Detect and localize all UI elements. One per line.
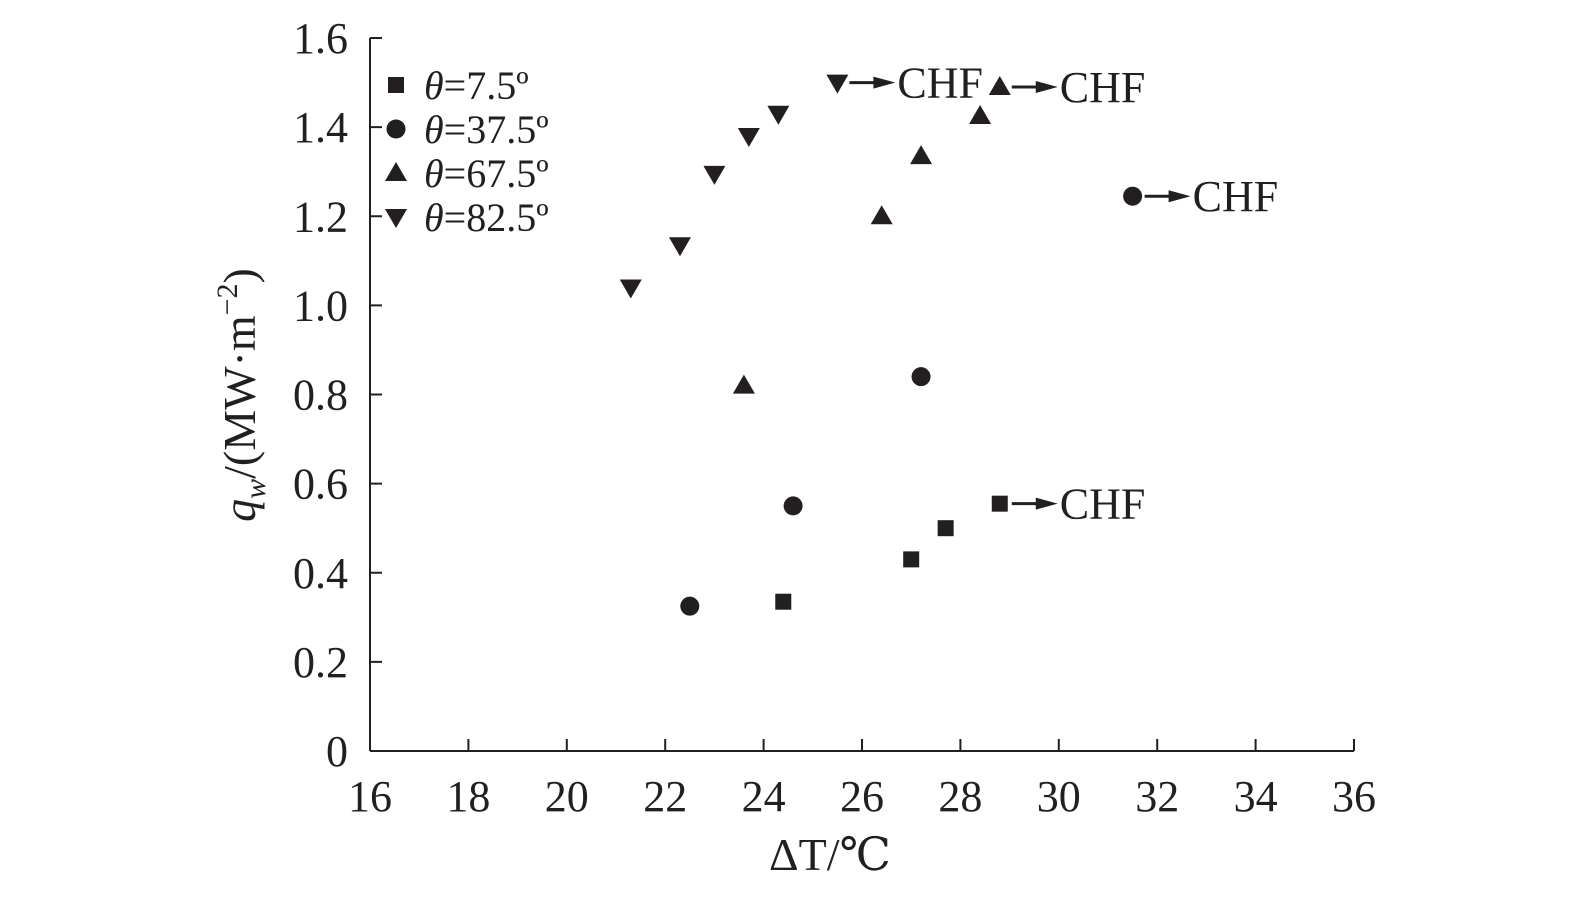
x-tick-label: 30 xyxy=(1037,772,1081,821)
legend-label: θ=7.5º xyxy=(424,63,529,108)
data-point xyxy=(911,367,931,387)
chf-arrow-head xyxy=(873,76,896,89)
chf-arrow-head xyxy=(1035,81,1058,94)
x-axis-ticks: 16 18 20 22 24 26 28 30 32 34 36 xyxy=(348,739,1376,821)
chf-point xyxy=(991,495,1008,512)
chf-arrow-head xyxy=(1035,497,1058,510)
x-axis-label: ΔT/℃ xyxy=(769,829,891,880)
data-point xyxy=(937,520,954,537)
x-tick-label: 20 xyxy=(545,772,589,821)
x-tick-label: 34 xyxy=(1234,772,1278,821)
x-tick-label: 22 xyxy=(643,772,687,821)
data-point xyxy=(775,593,792,610)
chf-label: CHF xyxy=(897,59,983,108)
legend-label: θ=37.5º xyxy=(424,107,549,152)
data-point xyxy=(903,551,920,568)
chf-arrow-head xyxy=(1168,190,1191,203)
y-tick-label: 1.4 xyxy=(293,103,348,152)
legend: θ=7.5ºθ=37.5ºθ=67.5ºθ=82.5º xyxy=(385,63,549,240)
data-point xyxy=(910,145,933,165)
data-point xyxy=(668,237,691,257)
x-tick-label: 36 xyxy=(1332,772,1376,821)
legend-label: θ=67.5º xyxy=(424,151,549,196)
data-point xyxy=(870,205,893,225)
x-tick-label: 16 xyxy=(348,772,392,821)
y-axis-label: qw/(MW·m−2) xyxy=(211,268,272,522)
legend-label: θ=82.5º xyxy=(424,195,549,240)
legend-marker xyxy=(385,209,407,228)
data-point xyxy=(703,165,726,185)
data-point xyxy=(619,279,642,299)
data-point xyxy=(783,496,803,516)
data-point xyxy=(737,128,760,148)
chf-point xyxy=(826,74,849,94)
data-point xyxy=(969,104,992,124)
chf-label: CHF xyxy=(1193,172,1279,221)
x-tick-label: 28 xyxy=(938,772,982,821)
y-tick-label: 0.4 xyxy=(293,549,348,598)
y-tick-label: 0.8 xyxy=(293,371,348,420)
legend-marker xyxy=(386,119,406,139)
y-tick-label: 0 xyxy=(326,727,348,776)
data-points xyxy=(619,104,992,616)
y-tick-label: 1.6 xyxy=(293,14,348,63)
data-point xyxy=(680,596,700,616)
chf-label: CHF xyxy=(1060,63,1146,112)
chf-point xyxy=(988,76,1011,96)
y-tick-label: 0.2 xyxy=(293,638,348,687)
x-tick-label: 18 xyxy=(446,772,490,821)
y-tick-label: 1.0 xyxy=(293,281,348,330)
chf-label: CHF xyxy=(1060,480,1146,529)
y-tick-label: 1.2 xyxy=(293,192,348,241)
data-point xyxy=(732,374,755,394)
chf-point xyxy=(1123,186,1143,206)
x-tick-label: 32 xyxy=(1135,772,1179,821)
y-tick-label: 0.6 xyxy=(293,460,348,509)
y-axis-ticks: 0 0.2 0.4 0.6 0.8 1.0 1.2 1.4 1.6 xyxy=(293,14,382,776)
data-point xyxy=(767,105,790,125)
x-tick-label: 24 xyxy=(742,772,786,821)
legend-marker xyxy=(388,77,404,93)
x-tick-label: 26 xyxy=(840,772,884,821)
chf-annotations: CHF CHF CHF CHF xyxy=(826,59,1278,529)
legend-marker xyxy=(385,162,407,181)
